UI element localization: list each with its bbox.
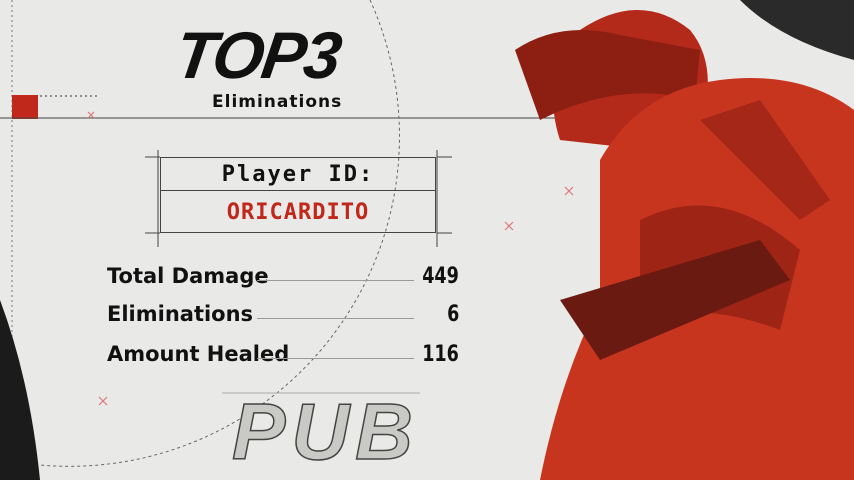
accent-square <box>12 95 38 119</box>
divider <box>257 318 414 319</box>
stat-label: Amount Healed <box>107 342 290 366</box>
player-id-label: Player ID: <box>221 162 375 187</box>
stat-label: Total Damage <box>107 264 269 288</box>
divider <box>257 358 414 359</box>
title-subtitle: Eliminations <box>212 92 343 112</box>
stat-value: 116 <box>422 342 459 367</box>
background-logo-text: PUB <box>231 387 419 476</box>
divider <box>257 280 414 281</box>
stat-row-amount-healed: Amount Healed 116 <box>107 342 459 372</box>
stat-row-eliminations: Eliminations 6 <box>107 302 459 332</box>
stat-value: 6 <box>446 302 459 327</box>
stat-label: Eliminations <box>107 302 254 326</box>
stat-value: 449 <box>422 264 459 289</box>
top3-title: TOP3 <box>170 18 345 92</box>
player-id-value: ORICARDITO <box>226 200 370 225</box>
dark-shape-left <box>0 300 40 480</box>
player-id-box: Player ID: ORICARDITO <box>160 157 436 233</box>
stat-row-total-damage: Total Damage 449 <box>107 264 459 294</box>
divider <box>161 190 435 191</box>
